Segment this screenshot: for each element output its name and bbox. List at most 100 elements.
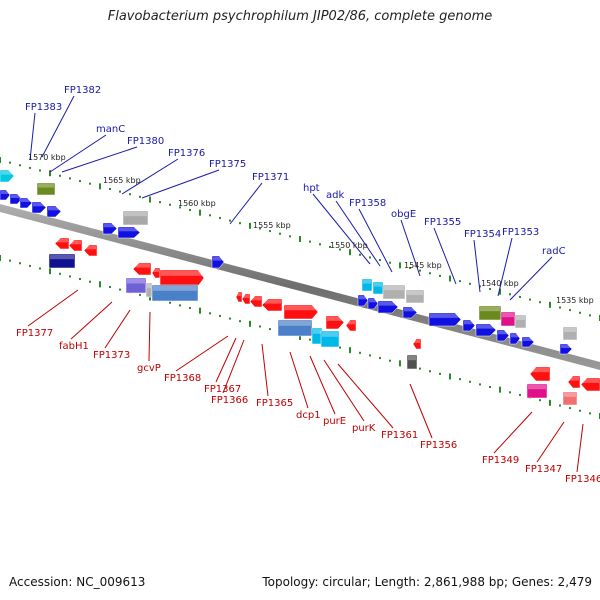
gene-feature-arrow xyxy=(496,329,510,342)
gene-feature-highlight xyxy=(237,293,241,296)
tick-mark xyxy=(29,264,31,267)
tick-mark xyxy=(199,307,201,314)
tick-mark xyxy=(489,386,491,389)
tick-mark xyxy=(199,209,201,216)
tick-mark xyxy=(69,275,71,278)
gene-feature-highlight xyxy=(50,255,74,260)
gene-feature-highlight xyxy=(379,302,397,306)
tick-mark xyxy=(429,370,431,373)
gene-feature-highlight xyxy=(11,195,21,198)
gene-feature-arrow xyxy=(559,343,573,355)
top-gene-label: FP1380 xyxy=(127,136,164,147)
tick-mark xyxy=(449,275,451,282)
gene-feature-highlight xyxy=(285,306,317,311)
map-title: Flavobacterium psychrophilum JIP02/86, c… xyxy=(107,9,493,24)
gene-feature-highlight xyxy=(374,283,382,287)
tick-mark xyxy=(69,177,71,180)
gene-feature-arrow xyxy=(521,336,535,348)
gene-feature-arrow xyxy=(283,304,319,320)
gene-feature-arrow xyxy=(514,314,527,329)
top-gene-label: radC xyxy=(542,246,566,257)
bottom-gene-label: FP1349 xyxy=(482,455,519,466)
top-gene-label: FP1376 xyxy=(168,148,205,159)
gene-feature-arrow xyxy=(367,297,379,310)
tick-mark xyxy=(389,359,391,362)
tick-mark xyxy=(179,206,181,209)
gene-feature-highlight xyxy=(313,329,321,334)
bottom-label-leader xyxy=(323,359,365,422)
tick-mark xyxy=(159,201,161,204)
bottom-gene-label: gcvP xyxy=(137,363,161,374)
gene-feature-arrow xyxy=(462,319,476,332)
top-label-leader xyxy=(61,146,138,173)
gene-feature-highlight xyxy=(213,257,223,261)
gene-feature-highlight xyxy=(561,345,571,348)
gene-feature-arrow xyxy=(83,244,98,257)
gene-feature-highlight xyxy=(359,296,367,300)
tick-mark xyxy=(9,259,11,262)
gene-feature-highlight xyxy=(327,317,343,321)
tick-mark xyxy=(239,320,241,323)
tick-mark xyxy=(489,288,491,291)
top-gene-label: FP1375 xyxy=(209,159,246,170)
gene-feature-arrow xyxy=(509,332,521,345)
gene-feature-arrow xyxy=(249,295,263,308)
bottom-label-leader xyxy=(261,343,269,397)
gene-feature-arrow xyxy=(261,298,283,312)
tick-mark xyxy=(269,328,271,331)
tick-mark xyxy=(569,407,571,410)
gene-feature-highlight xyxy=(322,332,338,337)
bottom-label-leader xyxy=(337,363,394,429)
gene-feature-arrow xyxy=(241,293,251,305)
tick-mark xyxy=(469,380,471,383)
gene-feature-highlight xyxy=(407,291,423,295)
tick-mark xyxy=(499,386,501,393)
tick-mark xyxy=(99,281,101,288)
gene-feature-arrow xyxy=(159,269,205,287)
tick-mark xyxy=(249,320,251,327)
top-label-leader xyxy=(400,219,421,277)
tick-mark xyxy=(89,280,91,283)
gene-feature-arrow xyxy=(235,291,243,303)
gene-feature-highlight xyxy=(279,321,311,326)
tick-mark xyxy=(519,393,521,396)
tick-mark xyxy=(229,317,231,320)
tick-mark xyxy=(99,183,101,190)
gene-feature-highlight xyxy=(70,241,81,245)
top-label-leader xyxy=(335,200,381,267)
gene-feature-highlight xyxy=(464,321,474,325)
gene-feature-highlight xyxy=(251,297,261,301)
gene-feature-highlight xyxy=(430,314,460,318)
tick-mark xyxy=(109,285,111,288)
tick-mark xyxy=(509,391,511,394)
tick-mark xyxy=(59,272,61,275)
bottom-label-leader xyxy=(148,311,151,362)
gene-feature-arrow xyxy=(529,366,551,382)
tick-mark xyxy=(259,227,261,230)
tick-mark xyxy=(219,216,221,219)
accession-text: Accession: NC_009613 xyxy=(9,575,146,589)
tick-mark xyxy=(389,261,391,264)
kbp-scale-label: 1545 kbp xyxy=(404,261,442,270)
bottom-gene-label: purE xyxy=(323,416,346,427)
bottom-gene-label: FP1365 xyxy=(256,398,293,409)
gene-feature-highlight xyxy=(147,284,151,289)
tick-mark xyxy=(369,256,371,259)
gene-feature-arrow xyxy=(117,226,141,239)
gene-feature-highlight xyxy=(134,264,150,268)
kbp-scale-label: 1535 kbp xyxy=(556,296,594,305)
top-gene-label: obgE xyxy=(391,209,416,220)
tick-mark xyxy=(529,298,531,301)
gene-feature-highlight xyxy=(363,280,371,284)
tick-mark xyxy=(399,262,401,269)
tick-mark xyxy=(149,294,151,301)
gene-feature-highlight xyxy=(21,199,31,202)
gene-feature-arrow xyxy=(580,377,600,392)
tick-mark xyxy=(29,166,31,169)
tick-mark xyxy=(59,174,61,177)
bottom-gene-label: FP1377 xyxy=(16,328,53,339)
top-gene-label: FP1383 xyxy=(25,102,62,113)
gene-feature-arrow xyxy=(475,323,497,337)
gene-feature-highlight xyxy=(85,246,96,250)
tick-mark xyxy=(0,157,1,163)
